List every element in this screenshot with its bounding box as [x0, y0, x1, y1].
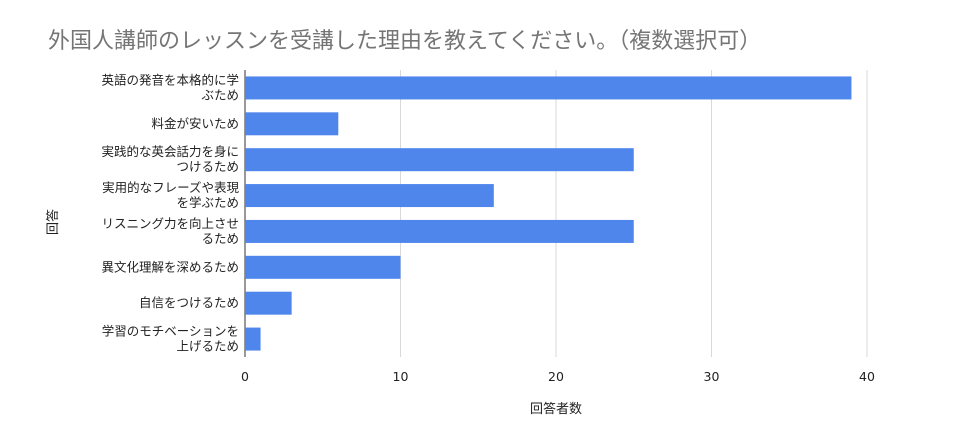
category-label: 実践的な英会話力を身に [101, 144, 239, 159]
category-label: 異文化理解を深めるため [101, 259, 239, 274]
bar [245, 327, 261, 351]
category-label: るため [201, 231, 239, 246]
bar [245, 76, 852, 100]
bar [245, 291, 292, 315]
category-label: 自信をつけるため [139, 295, 239, 310]
bar [245, 184, 494, 208]
x-tick-label: 20 [548, 369, 564, 384]
category-label: 料金が安いため [151, 116, 239, 131]
category-label: つけるため [176, 159, 239, 174]
category-label: を学ぶため [176, 195, 239, 210]
x-tick-label: 40 [859, 369, 875, 384]
chart-title: 外国人講師のレッスンを受講した理由を教えてください。（複数選択可） [48, 29, 761, 54]
bars [245, 76, 852, 351]
category-label: 上げるため [176, 339, 239, 354]
bar [245, 219, 634, 243]
x-tick-label: 30 [704, 369, 720, 384]
category-label: 実用的なフレーズや表現 [102, 180, 239, 195]
x-tick-label: 0 [241, 369, 249, 384]
x-tick-labels: 0 10 20 30 40 [241, 369, 875, 384]
category-labels: 英語の発音を本格的に学ぶため料金が安いため実践的な英会話力を身につけるため実用的… [101, 72, 239, 353]
x-tick-label: 10 [393, 369, 409, 384]
category-label: 学習のモチベーションを [102, 324, 239, 339]
y-axis-title: 回答 [45, 209, 61, 235]
x-axis-title: 回答者数 [530, 401, 582, 417]
bar [245, 255, 401, 279]
category-label: リスニング力を向上させ [101, 216, 239, 231]
category-label: ぶため [201, 87, 239, 102]
category-label: 英語の発音を本格的に学 [101, 72, 239, 87]
bar [245, 148, 634, 172]
bar [245, 112, 339, 136]
